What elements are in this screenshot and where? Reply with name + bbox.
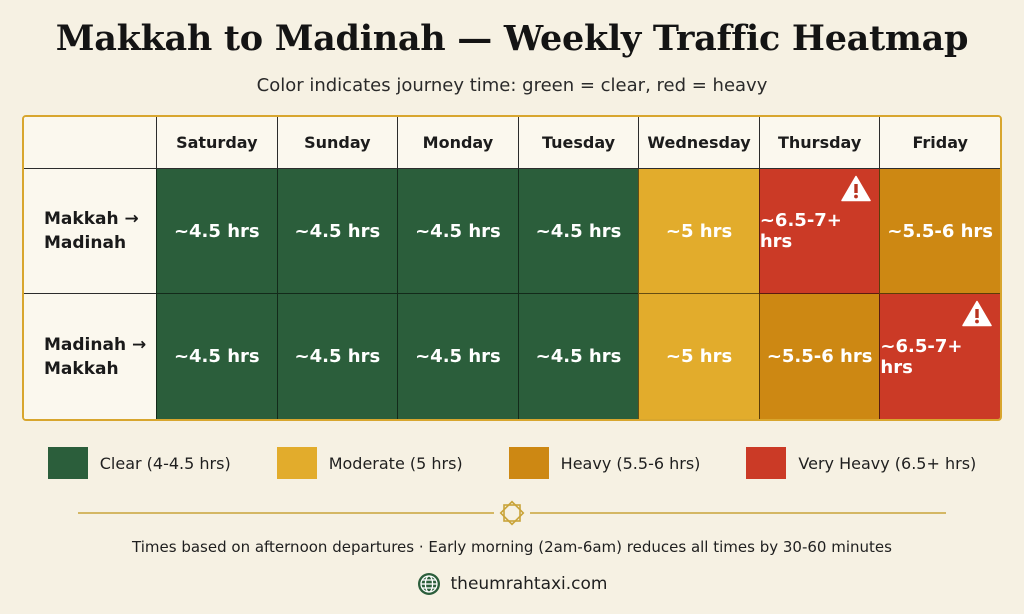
cell-value: ~6.5-7+ hrs (759, 210, 842, 252)
globe-icon (417, 573, 440, 595)
legend-swatch (746, 447, 787, 479)
cell-value: ~5 hrs (665, 346, 733, 367)
table-corner (24, 117, 156, 169)
heatmap-cell: ~4.5 hrs (397, 294, 518, 419)
cell-value: ~4.5 hrs (535, 220, 622, 242)
cell-value: ~6.5-7+ hrs (880, 335, 963, 378)
column-header-saturday: Saturday (156, 117, 277, 169)
row-label: Madinah → Makkah (24, 294, 156, 419)
cell-value: ~4.5 hrs (294, 346, 381, 367)
heatmap-cell: ~6.5-7+ hrs (879, 294, 1000, 419)
website-link[interactable]: theumrahtaxi.com (0, 570, 1024, 598)
legend: Clear (4-4.5 hrs) Moderate (5 hrs) Heavy (… (0, 445, 1024, 481)
cell-value: ~4.5 hrs (294, 220, 381, 242)
heatmap-cell: ~4.5 hrs (517, 169, 639, 294)
warning-triangle-icon (962, 300, 992, 327)
column-header-tuesday: Tuesday (517, 117, 639, 169)
heatmap-cell: ~5 hrs (638, 169, 759, 294)
legend-label: Moderate (5 hrs) (328, 453, 463, 473)
legend-item-heavy: Heavy (5.5-6 hrs) (508, 447, 701, 479)
cell-value: ~4.5 hrs (173, 220, 260, 242)
column-header-wednesday: Wednesday (638, 117, 759, 169)
footnote: Times based on afternoon departures · Ea… (132, 538, 892, 556)
cell-value: ~5 hrs (665, 220, 733, 242)
heatmap-cell: ~4.5 hrs (276, 169, 398, 294)
legend-swatch (47, 447, 88, 479)
cell-value: ~4.5 hrs (415, 220, 501, 242)
legend-item-moderate: Moderate (5 hrs) (276, 447, 463, 479)
column-header-sunday: Sunday (276, 117, 398, 169)
row-label: Makkah → Madinah (24, 169, 156, 294)
heatmap-cell: ~5 hrs (638, 294, 759, 419)
legend-item-very-heavy: Very Heavy (6.5+ hrs) (746, 447, 976, 479)
legend-label: Heavy (5.5-6 hrs) (560, 453, 701, 473)
website-text[interactable]: theumrahtaxi.com (450, 574, 608, 594)
heatmap-cell: ~4.5 hrs (156, 294, 277, 419)
column-header-thursday: Thursday (758, 117, 880, 169)
legend-swatch (276, 447, 317, 479)
legend-label: Clear (4-4.5 hrs) (99, 453, 231, 473)
cell-value: ~4.5 hrs (535, 346, 622, 367)
cell-value: ~4.5 hrs (173, 346, 260, 367)
cell-value: ~4.5 hrs (415, 346, 501, 367)
cell-value: ~5.5-6 hrs (766, 346, 873, 367)
divider-ornament (78, 500, 946, 526)
cell-value: ~5.5-6 hrs (887, 220, 994, 242)
legend-label: Very Heavy (6.5+ hrs) (798, 453, 977, 473)
heatmap-cell: ~4.5 hrs (397, 169, 518, 294)
page-title: Makkah to Madinah — Weekly Traffic Heatm… (55, 18, 969, 59)
heatmap-cell: ~4.5 hrs (156, 169, 277, 294)
column-header-friday: Friday (879, 117, 1000, 169)
heatmap-cell: ~4.5 hrs (517, 294, 639, 419)
heatmap-cell: ~6.5-7+ hrs (758, 169, 880, 294)
legend-item-clear: Clear (4-4.5 hrs) (47, 447, 231, 479)
warning-triangle-icon (841, 175, 872, 202)
page-subtitle: Color indicates journey time: green = cl… (256, 75, 768, 96)
legend-swatch (508, 447, 549, 479)
star-ornament-icon (499, 500, 525, 526)
column-header-monday: Monday (397, 117, 518, 169)
heatmap-cell: ~5.5-6 hrs (879, 169, 1000, 294)
heatmap-cell: ~4.5 hrs (276, 294, 398, 419)
heatmap-table: Saturday Sunday Monday Tuesday Wednesday Thur… (22, 115, 1002, 421)
heatmap-cell: ~5.5-6 hrs (758, 294, 880, 419)
